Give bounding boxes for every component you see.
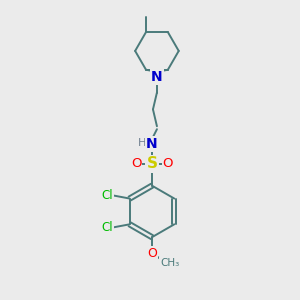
Text: N: N (146, 137, 158, 151)
Text: Cl: Cl (101, 189, 113, 202)
Text: S: S (146, 156, 158, 171)
Text: N: N (151, 70, 163, 84)
Text: CH₃: CH₃ (160, 258, 179, 268)
Text: O: O (163, 158, 173, 170)
Text: H: H (138, 138, 146, 148)
Text: Cl: Cl (101, 221, 113, 234)
Text: O: O (131, 158, 141, 170)
Text: O: O (147, 247, 157, 260)
